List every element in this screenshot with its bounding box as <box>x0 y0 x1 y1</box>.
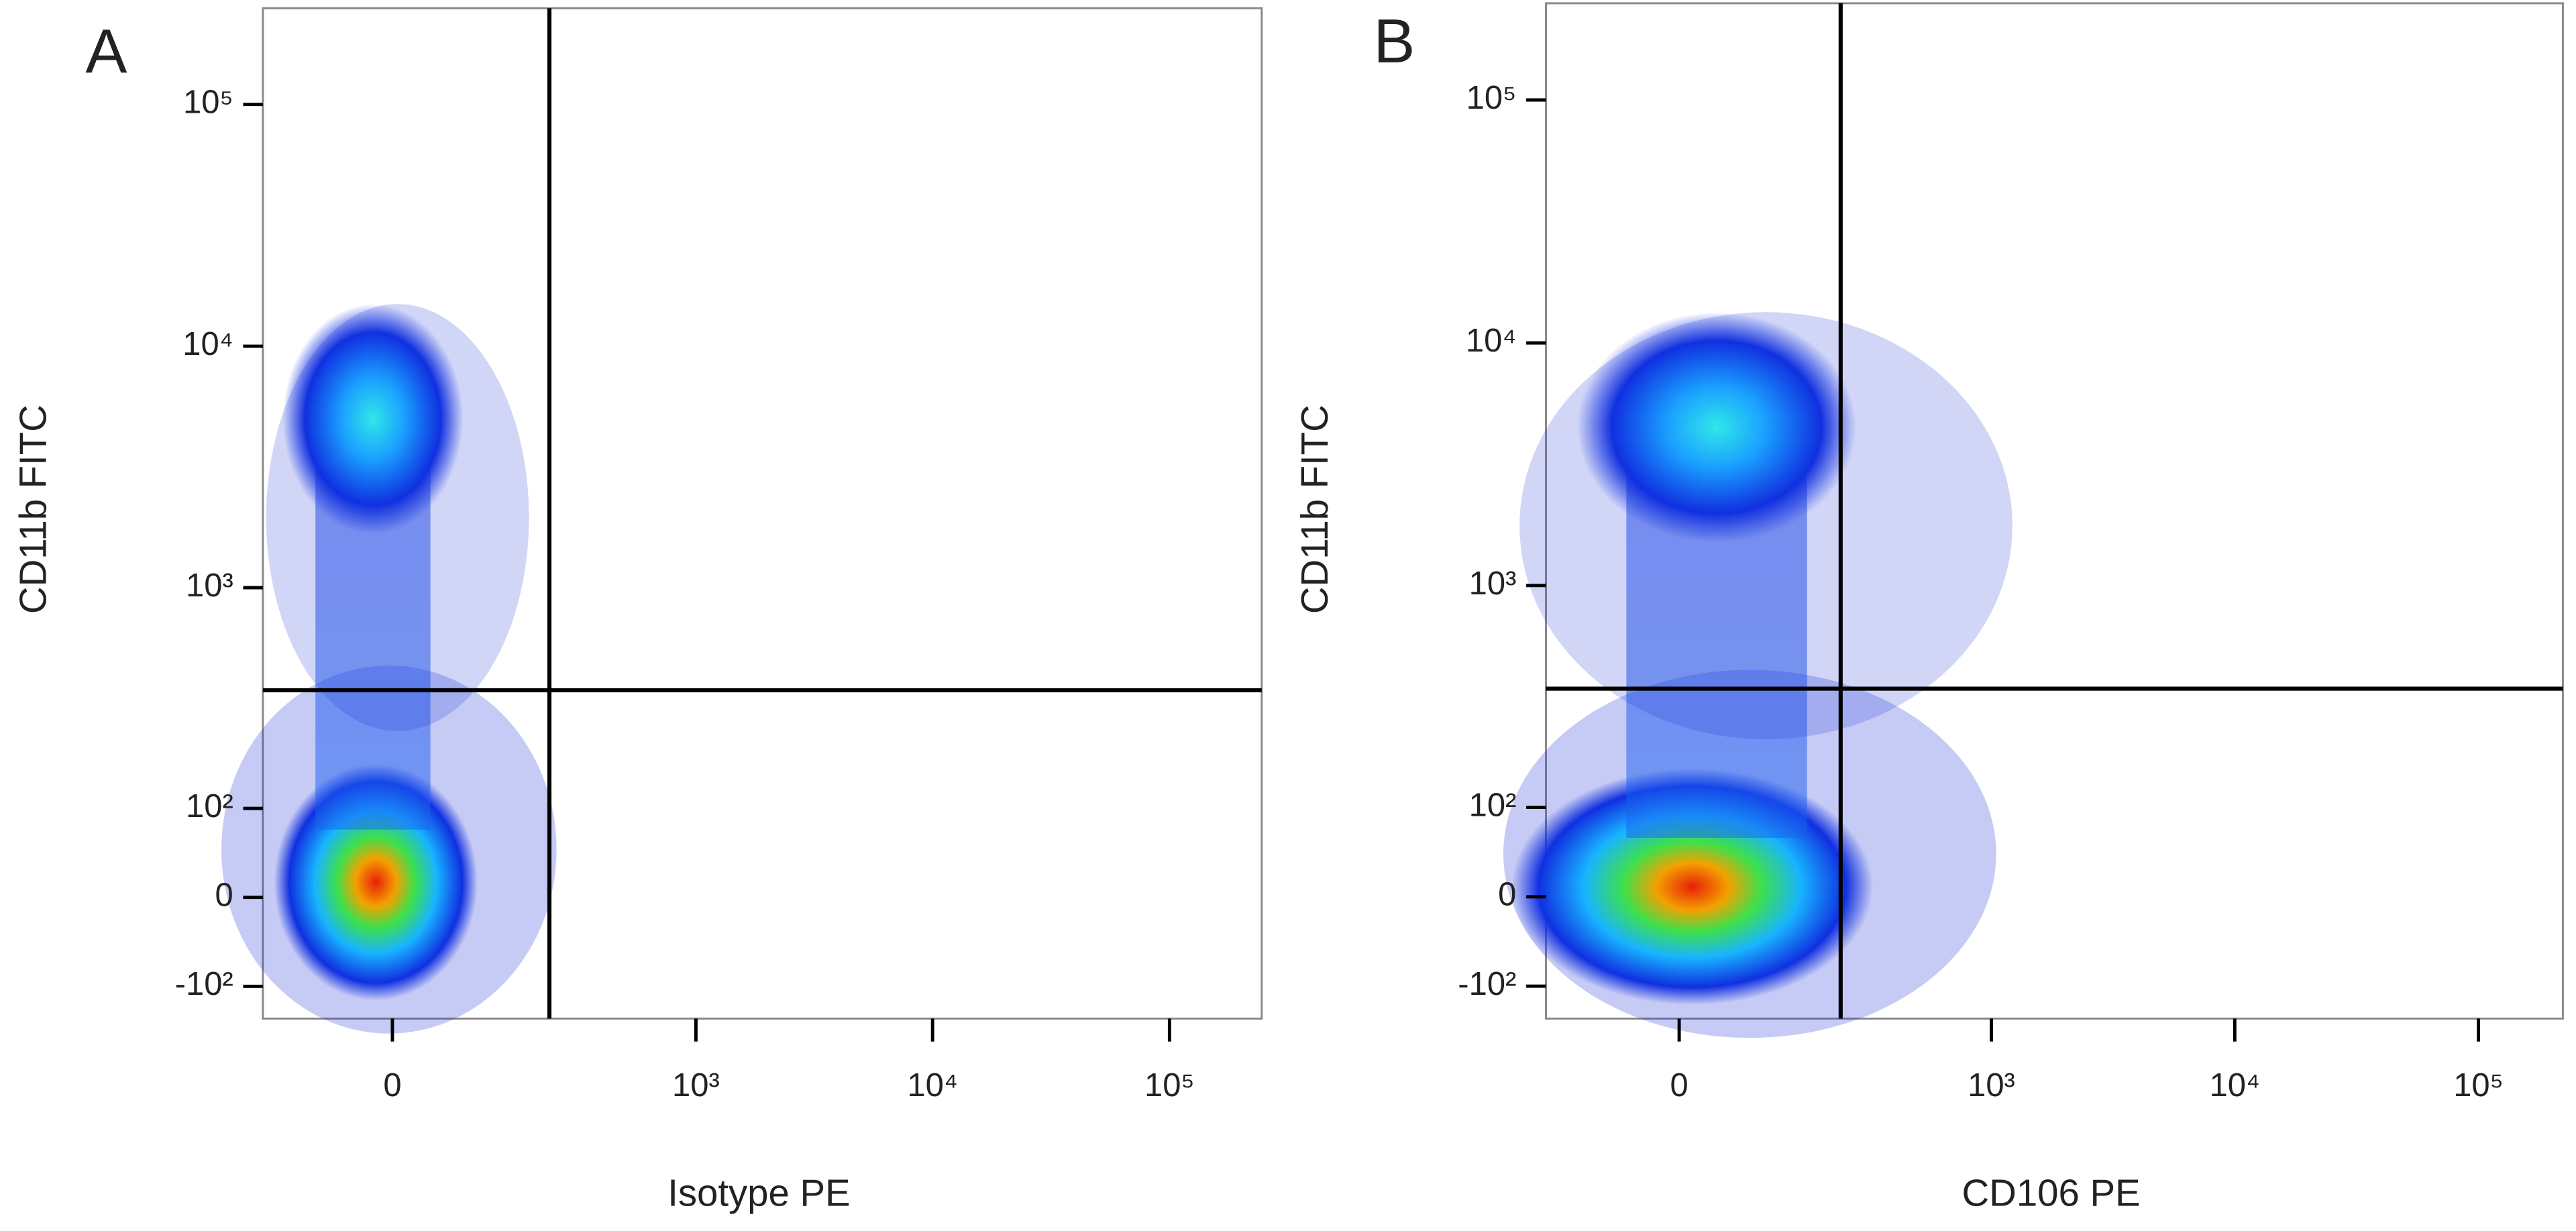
y-tick-label: 10⁵ <box>183 85 233 121</box>
y-tick-label: 10² <box>186 788 233 824</box>
x-tick-label: 0 <box>383 1067 401 1104</box>
population <box>1519 312 2012 838</box>
y-tick-label: 10⁴ <box>182 326 233 362</box>
panel: A CD11b FITC Isotype PE -10² 0 10² 10³ 10⁴ 10⁵ 0 1… <box>12 7 1263 1214</box>
panel-label: B <box>1373 6 1415 76</box>
y-axis-label: CD11b FITC <box>1293 405 1336 614</box>
panel: B CD11b FITC CD106 PE -10² 0 10² 10³ 10⁴ 10⁵ 0 10³… <box>1293 2 2564 1214</box>
population <box>266 304 529 830</box>
y-axis-label: CD11b FITC <box>12 405 54 614</box>
y-tick-label: 10³ <box>1469 566 1517 602</box>
population-core <box>1576 312 1857 543</box>
panel-label: A <box>85 16 127 86</box>
x-axis-label: CD106 PE <box>1962 1172 2141 1214</box>
x-tick-label: 10⁵ <box>2453 1067 2504 1104</box>
x-tick-label: 10⁵ <box>1144 1067 1195 1104</box>
y-tick-label: 0 <box>1498 877 1516 913</box>
y-tick-label: 10² <box>1469 787 1517 823</box>
population-core <box>282 304 464 534</box>
x-tick-label: 10³ <box>672 1067 720 1104</box>
x-tick-label: 10⁴ <box>907 1067 958 1104</box>
y-tick-label: 10³ <box>186 568 233 604</box>
y-tick-label: -10² <box>1458 966 1516 1002</box>
y-tick-label: -10² <box>175 966 233 1002</box>
x-tick-label: 10³ <box>1968 1067 2015 1104</box>
x-tick-label: 0 <box>1670 1067 1688 1104</box>
x-tick-label: 10⁴ <box>2210 1067 2261 1104</box>
y-tick-label: 10⁵ <box>1466 80 1517 116</box>
y-tick-label: 10⁴ <box>1466 323 1517 359</box>
x-axis-label: Isotype PE <box>667 1172 850 1214</box>
y-tick-label: 0 <box>215 877 233 914</box>
